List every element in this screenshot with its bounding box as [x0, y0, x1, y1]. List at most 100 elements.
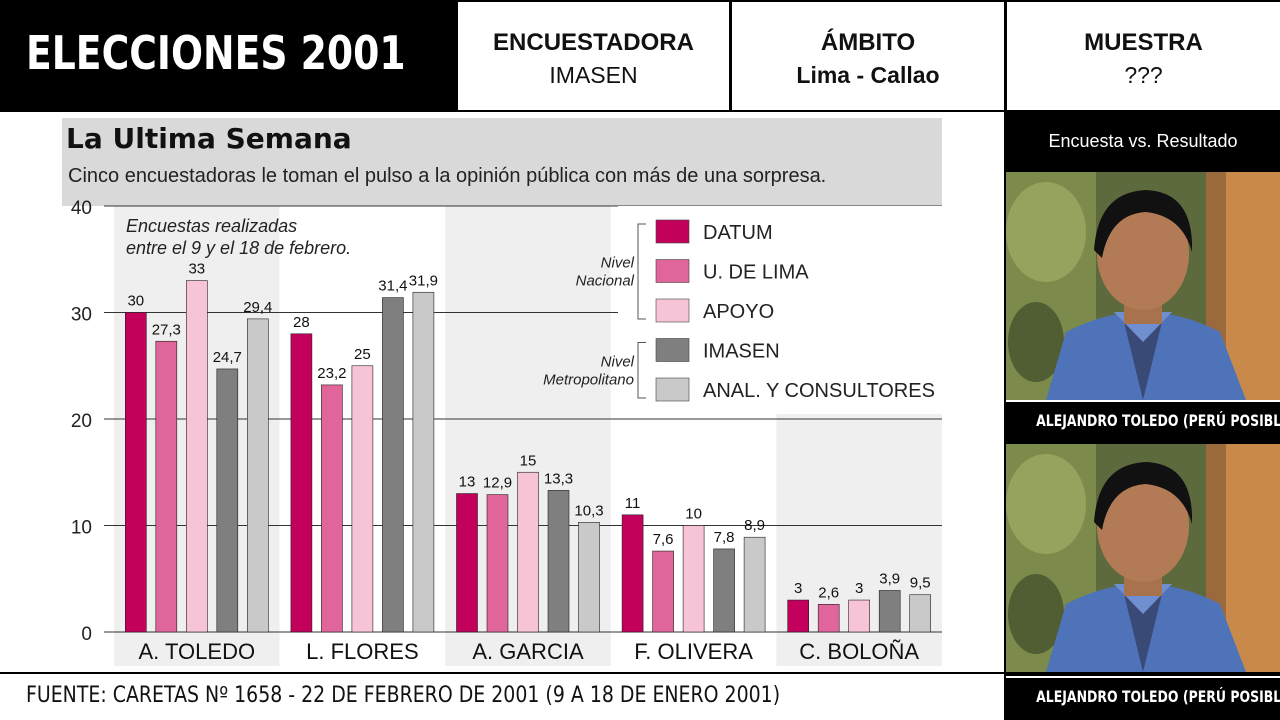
bar: [909, 594, 932, 633]
bar-value-label: 25: [354, 346, 371, 363]
bar: [878, 590, 901, 633]
header-cell-label: MUESTRA: [1084, 29, 1203, 56]
bar: [155, 340, 178, 633]
chart-title: La Ultima Semana: [66, 122, 352, 155]
source-note: FUENTE: CARETAS Nº 1658 - 22 DE FEBRERO …: [26, 683, 781, 708]
y-tick-label: 30: [71, 305, 92, 326]
bar-value-label: 30: [127, 293, 144, 310]
bar: [321, 384, 343, 633]
bar-value-label: 15: [520, 452, 537, 469]
bar-value-label: 10: [685, 506, 702, 523]
header-cell-label: ENCUESTADORA: [493, 29, 694, 56]
header-cell-muestra: MUESTRA ???: [1007, 2, 1280, 110]
legend-swatch: [655, 298, 690, 323]
photo-caption-text: ALEJANDRO TOLEDO (PERÚ POSIBLE): [1036, 411, 1280, 430]
bar-value-label: 31,9: [409, 272, 438, 289]
legend-swatch: [655, 338, 690, 362]
bar: [216, 368, 239, 633]
bar: [290, 333, 313, 633]
legend-bracket: [637, 342, 646, 399]
x-axis: A. TOLEDO L. FLORES A. GARCIA F. OLIVERA C. …: [139, 639, 920, 664]
header-cell-ambito: ÁMBITO Lima - Callao: [732, 2, 1004, 110]
legend-group-label: Nivel: [601, 255, 635, 272]
bar-value-label: 23,2: [317, 365, 346, 382]
bar-value-label: 7,6: [653, 531, 674, 548]
bar-value-label: 24,7: [213, 349, 242, 366]
y-tick-label: 20: [71, 411, 92, 432]
bar: [621, 514, 644, 633]
title-box: [0, 0, 456, 110]
page-title: ELECCIONES 2001: [26, 26, 406, 80]
bar: [486, 494, 509, 633]
bar: [848, 599, 871, 633]
legend-label: DATUM: [703, 222, 773, 244]
legend-label: IMASEN: [703, 341, 780, 363]
bar-value-label: 28: [293, 314, 310, 331]
legend-swatch: [655, 259, 690, 283]
x-tick-label: L. FLORES: [306, 639, 418, 664]
legend-group-label: Nacional: [576, 273, 635, 290]
photo-caption: ALEJANDRO TOLEDO (PERÚ POSIBLE): [1006, 676, 1280, 718]
bar-value-label: 11: [625, 495, 641, 512]
candidate-portrait-icon: [1006, 172, 1280, 400]
header-cell-value: IMASEN: [549, 62, 638, 88]
header-cell-value: ???: [1124, 62, 1163, 88]
bar: [743, 536, 766, 633]
chart-subtitle: Cinco encuestadoras le toman el pulso a …: [68, 165, 826, 187]
bar-value-label: 13: [459, 474, 476, 491]
bar-value-label: 3: [794, 580, 802, 597]
bar-value-label: 3: [855, 580, 863, 597]
candidate-portrait-icon: [1006, 444, 1280, 672]
bar-value-label: 2,6: [818, 584, 839, 601]
y-tick-label: 40: [71, 198, 92, 219]
legend-label: APOYO: [703, 301, 774, 323]
bar-value-label: 10,3: [574, 502, 603, 519]
bar-value-label: 13,3: [544, 470, 573, 487]
comparison-title: Encuesta vs. Resultado: [1006, 112, 1280, 170]
bar: [787, 599, 810, 633]
bar: [517, 471, 539, 633]
bar: [456, 493, 478, 633]
legend-label: ANAL. Y CONSULTORES: [703, 380, 935, 402]
chart-note-line2: entre el 9 y el 18 de febrero.: [126, 238, 351, 258]
x-tick-label: A. TOLEDO: [139, 639, 256, 664]
y-tick-label: 0: [81, 624, 92, 645]
legend-bracket: [637, 223, 646, 320]
bar-value-label: 27,3: [152, 321, 181, 338]
header-cell-encuestadora: ENCUESTADORA IMASEN: [458, 2, 729, 110]
candidate-portrait-1: [1006, 172, 1280, 400]
chart-header-band: [62, 118, 942, 206]
legend-label: U. DE LIMA: [703, 262, 809, 284]
photo-caption-text: ALEJANDRO TOLEDO (PERÚ POSIBLE): [1036, 687, 1280, 706]
legend-group-label: Nivel: [601, 353, 635, 370]
y-axis: 0 10 20 30 40: [71, 198, 92, 645]
x-tick-label: A. GARCIA: [472, 639, 584, 664]
bar: [817, 604, 840, 633]
bar-value-label: 9,5: [910, 575, 931, 592]
x-tick-label: F. OLIVERA: [634, 639, 753, 664]
x-tick-label: C. BOLOÑA: [799, 639, 919, 664]
bar: [382, 297, 404, 633]
poll-bar-chart: La Ultima Semana Cinco encuestadoras le …: [62, 118, 942, 666]
bar-value-label: 8,9: [744, 517, 765, 534]
header-cell-value: Lima - Callao: [796, 62, 940, 88]
legend-swatch: [655, 219, 690, 244]
chart-note-line1: Encuestas realizadas: [126, 216, 297, 236]
legend-swatch: [655, 377, 690, 402]
bar-value-label: 3,9: [879, 570, 900, 587]
bar: [713, 548, 735, 633]
bar: [652, 550, 674, 633]
photo-caption: ALEJANDRO TOLEDO (PERÚ POSIBLE): [1006, 400, 1280, 442]
bar: [578, 522, 600, 633]
bar: [351, 365, 374, 633]
candidate-portrait-2: [1006, 444, 1280, 672]
chart-legend: DATUM U. DE LIMA APOYO IMASEN ANAL. Y CONSUL…: [543, 206, 942, 414]
footer: [0, 674, 1004, 720]
bar-value-label: 29,4: [243, 299, 272, 316]
bar: [547, 490, 570, 633]
legend-group-label: Metropolitano: [543, 371, 634, 388]
bar-value-label: 7,8: [714, 529, 735, 546]
bar-value-label: 31,4: [378, 278, 407, 295]
header-cell-label: ÁMBITO: [820, 29, 916, 56]
